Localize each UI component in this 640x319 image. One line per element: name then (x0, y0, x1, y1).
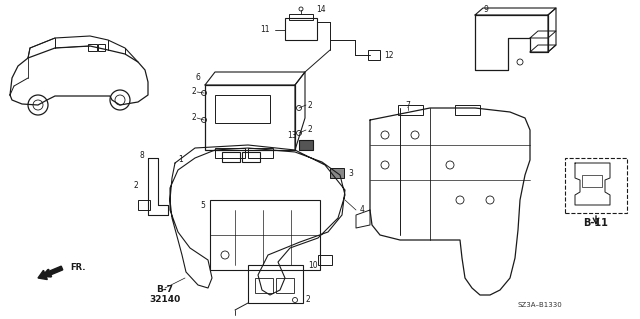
Text: 2: 2 (133, 181, 138, 189)
Text: 11: 11 (260, 26, 270, 34)
Bar (210, 200, 320, 270)
Text: 2: 2 (191, 114, 196, 122)
Text: 32140: 32140 (149, 295, 180, 305)
Bar (248, 265, 303, 303)
Text: 13: 13 (287, 130, 297, 139)
Text: 14: 14 (316, 5, 326, 14)
Bar (98, 44, 105, 51)
Text: B-11: B-11 (584, 218, 609, 228)
Bar (242, 152, 260, 162)
Bar (582, 175, 602, 187)
Bar (138, 200, 150, 210)
Bar (289, 14, 313, 20)
Bar (455, 105, 480, 115)
Text: 2: 2 (308, 125, 312, 135)
Text: FR.: FR. (70, 263, 86, 272)
Text: 9: 9 (483, 5, 488, 14)
Text: 10: 10 (308, 261, 317, 270)
Bar (215, 95, 270, 123)
Bar (318, 255, 332, 265)
Bar (205, 85, 295, 150)
Bar (565, 158, 627, 213)
FancyArrow shape (38, 266, 63, 279)
Text: 12: 12 (384, 50, 394, 60)
Bar (248, 148, 273, 158)
Text: 1: 1 (179, 155, 183, 165)
Bar (330, 168, 344, 178)
Bar (88, 44, 97, 51)
Text: 2: 2 (191, 87, 196, 97)
Text: 7: 7 (406, 100, 410, 109)
Text: 6: 6 (195, 73, 200, 83)
Bar (215, 148, 245, 158)
Bar (285, 18, 317, 40)
Text: 2: 2 (308, 100, 312, 109)
Bar (276, 278, 294, 293)
Text: 4: 4 (360, 205, 365, 214)
Bar (368, 50, 380, 60)
Text: 5: 5 (200, 201, 205, 210)
Text: 8: 8 (140, 151, 144, 160)
Text: 2: 2 (305, 295, 310, 305)
Bar (299, 140, 313, 150)
Text: B-7: B-7 (157, 286, 173, 294)
Bar (398, 105, 423, 115)
Text: SZ3A–B1330: SZ3A–B1330 (518, 302, 563, 308)
Bar (222, 152, 240, 162)
Bar (255, 278, 273, 293)
Text: 3: 3 (348, 168, 353, 177)
